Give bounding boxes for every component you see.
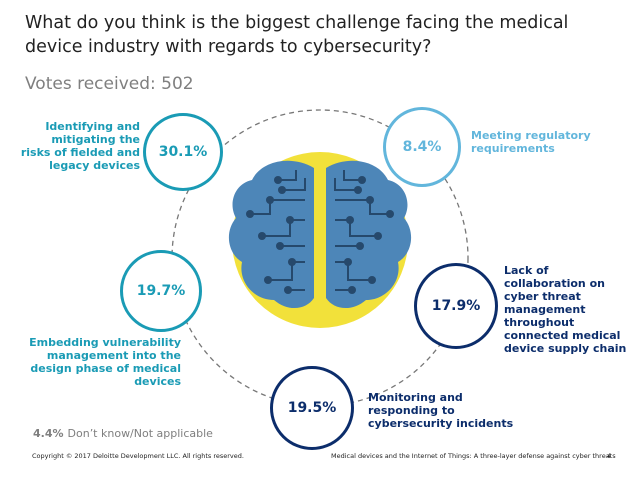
circuit-node-left — [266, 196, 274, 204]
footer-page-number: 4 — [607, 452, 612, 460]
monitoring-value: 19.5% — [287, 400, 337, 416]
circuit-node-right — [374, 232, 382, 240]
dont-know-value: 4.4% — [33, 427, 64, 440]
dont-know-note: 4.4% Don’t know/Not applicable — [33, 427, 213, 440]
circuit-node-left — [278, 186, 286, 194]
monitoring-label: Monitoring and responding to cybersecuri… — [368, 391, 514, 430]
circuit-trace-left — [262, 219, 305, 237]
votes-count: 502 — [161, 74, 194, 94]
votes-label: Votes received: — [25, 74, 156, 94]
embedding-label: Embedding vulnerability management into … — [29, 336, 181, 388]
monitoring-value-circle: 19.5% — [270, 366, 354, 450]
collaboration-value-circle: 17.9% — [414, 263, 498, 349]
circuit-node-right — [358, 176, 366, 184]
circuit-trace-right — [335, 219, 378, 237]
dashed-orbit — [171, 109, 469, 407]
regulatory-label: Meeting regulatory requirements — [471, 129, 591, 155]
circuit-trace-right — [335, 261, 372, 281]
brain-right-hemisphere — [326, 160, 412, 309]
circuit-node-right — [366, 196, 374, 204]
circuit-trace-right — [343, 170, 362, 181]
embedding-value: 19.7% — [136, 283, 186, 299]
footer-source: Medical devices and the Internet of Thin… — [331, 452, 616, 460]
circuit-trace-left — [278, 170, 297, 181]
circuit-node-left — [288, 258, 296, 266]
footer-copyright: Copyright © 2017 Deloitte Development LL… — [32, 452, 244, 460]
dont-know-label: Don’t know/Not applicable — [67, 427, 213, 440]
circuit-node-right — [344, 258, 352, 266]
circuit-trace-left — [268, 261, 305, 281]
embedding-value-circle: 19.7% — [120, 250, 202, 332]
circuit-node-right — [346, 216, 354, 224]
circuit-node-right — [348, 286, 356, 294]
circuit-node-left — [258, 232, 266, 240]
circuit-trace-right — [334, 178, 358, 191]
circuit-trace-right — [335, 199, 390, 215]
circuit-node-right — [354, 186, 362, 194]
circuit-node-left — [284, 286, 292, 294]
circuit-node-left — [264, 276, 272, 284]
legacy-value: 30.1% — [158, 144, 208, 160]
votes-received: Votes received: 502 — [25, 74, 194, 94]
circuit-node-right — [368, 276, 376, 284]
collaboration-value: 17.9% — [431, 298, 481, 314]
brain-icon — [228, 160, 412, 309]
regulatory-value-circle: 8.4% — [383, 107, 461, 187]
circuit-node-left — [274, 176, 282, 184]
circuit-node-right — [386, 210, 394, 218]
circuit-trace-left — [250, 199, 305, 215]
circuit-node-left — [276, 242, 284, 250]
question-title: What do you think is the biggest challen… — [25, 13, 569, 57]
circuit-trace-left — [282, 178, 306, 191]
regulatory-value: 8.4% — [402, 139, 442, 155]
brain-left-hemisphere — [228, 160, 314, 309]
circuit-node-right — [356, 242, 364, 250]
collaboration-label: Lack of collaboration on cyber threat ma… — [504, 264, 627, 355]
circuit-node-left — [246, 210, 254, 218]
circuit-node-left — [286, 216, 294, 224]
legacy-label: Identifying and mitigating the risks of … — [20, 120, 140, 172]
legacy-value-circle: 30.1% — [143, 113, 223, 191]
